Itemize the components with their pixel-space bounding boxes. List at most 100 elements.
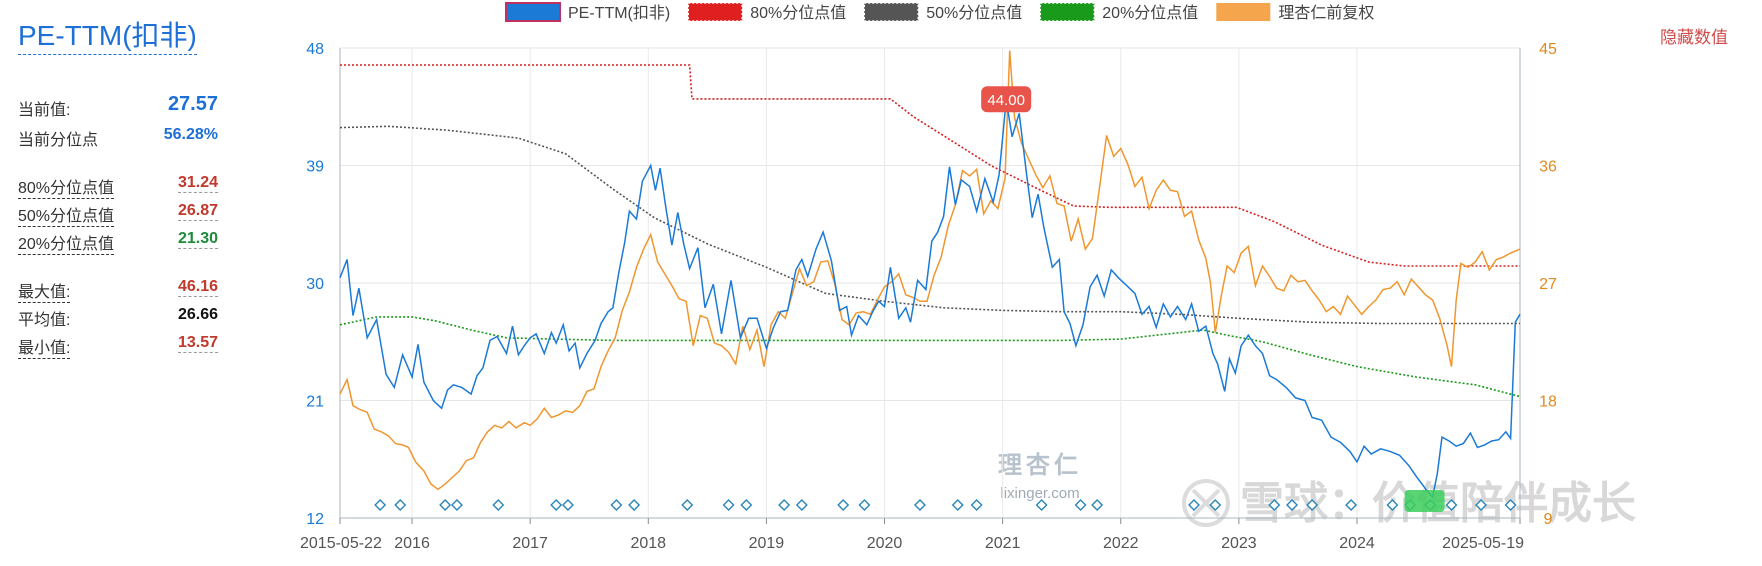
p50-line: [339, 125, 1520, 325]
legend-item[interactable]: 50%分位点值: [863, 2, 1022, 22]
x-tick-label: 2017: [512, 535, 548, 552]
axis-layer: 12 9 21 18 30 27 39 36 48 45 2015-05-22 2016 2017 201…: [300, 41, 1557, 552]
stat-value: 26.87: [177, 202, 218, 221]
stat-row: 80%分位点值 31.24: [18, 174, 218, 199]
stat-label: 平均值:: [18, 312, 71, 329]
event-marker: [1035, 499, 1048, 511]
event-marker: [394, 499, 407, 511]
legend-item[interactable]: PE-TTM(扣非): [505, 2, 670, 22]
x-tick-label: 2016: [394, 535, 430, 552]
y-left-tick-label: 21: [306, 394, 324, 411]
legend-swatch: [505, 2, 561, 22]
event-marker: [1306, 499, 1319, 511]
legend-swatch: [1216, 3, 1271, 21]
hide-values-button[interactable]: 隐藏数值: [1660, 28, 1728, 47]
stat-label[interactable]: 50%分位点值: [18, 202, 115, 227]
stat-value: 46.16: [177, 278, 218, 297]
legend-swatch: [1040, 3, 1095, 21]
stat-value: 31.24: [177, 174, 218, 193]
stat-value: 21.30: [177, 230, 218, 249]
p20-line: [339, 316, 1521, 398]
y-right-tick-label: 45: [1539, 41, 1557, 58]
max-label-badge: [981, 86, 1032, 113]
x-tick-label: 2023: [1221, 535, 1257, 552]
y-right-tick-label: 9: [1544, 511, 1553, 528]
stat-row: 平均值: 26.66: [18, 306, 218, 330]
x-tick-label: 2025-05-19: [1442, 535, 1524, 552]
event-marker: [1475, 499, 1488, 511]
stat-label[interactable]: 20%分位点值: [18, 230, 115, 255]
max-label-text: 44.00: [987, 92, 1025, 109]
legend-swatch: [688, 3, 743, 21]
event-marker: [913, 499, 926, 511]
stat-row: 50%分位点值 26.87: [18, 202, 218, 227]
legend-label: 50%分位点值: [926, 4, 1022, 22]
watermark-layer: 理杏仁 lixinger.com 雪球：价值陪伴成长: [998, 452, 1636, 528]
min-label-badge: [1404, 490, 1445, 512]
price-line: [339, 50, 1521, 491]
legend-item[interactable]: 理杏仁前复权: [1216, 3, 1374, 22]
event-marker: [1504, 499, 1517, 511]
watermark-logo-url: lixinger.com: [1000, 485, 1079, 502]
pe-ttm-line: [339, 100, 1521, 499]
event-marker: [561, 499, 574, 511]
y-left-tick-label: 12: [306, 511, 324, 528]
legend-label: 20%分位点值: [1102, 4, 1198, 22]
event-marker: [970, 499, 983, 511]
event-marker: [1268, 499, 1281, 511]
legend-label: PE-TTM(扣非): [568, 4, 670, 22]
event-marker: [439, 499, 452, 511]
event-marker: [1445, 499, 1458, 511]
legend-item[interactable]: 80%分位点值: [687, 2, 846, 22]
event-marker: [374, 499, 387, 511]
x-tick-label: 2022: [1103, 535, 1139, 552]
annotations: 44.00: [981, 86, 1445, 512]
legend-label: 理杏仁前复权: [1278, 4, 1374, 22]
grid-layer: [339, 47, 1521, 519]
x-tick-label: 2015-05-22: [300, 535, 382, 552]
stats-panel: PE-TTM(扣非) 当前值: 27.57 当前分位点 56.28% 80%分位点值 31…: [18, 18, 218, 359]
stat-row: 最大值: 46.16: [18, 278, 218, 303]
event-marker: [1345, 499, 1358, 511]
stat-row: 20%分位点值 21.30: [18, 230, 218, 255]
legend-item[interactable]: 20%分位点值: [1039, 2, 1198, 22]
event-marker: [450, 499, 463, 511]
event-marker: [550, 499, 563, 511]
y-right-tick-label: 27: [1539, 276, 1557, 293]
stat-row: 当前分位点 56.28%: [18, 126, 218, 150]
stat-value: 27.57: [167, 93, 218, 115]
series-layer: [339, 50, 1521, 499]
event-marker: [1091, 499, 1104, 511]
y-left-tick-label: 30: [306, 276, 324, 293]
stat-label: 当前分位点: [18, 132, 99, 149]
x-tick-label: 2019: [749, 535, 785, 552]
event-marker: [1286, 499, 1299, 511]
event-marker: [1386, 499, 1399, 511]
event-marker: [858, 499, 871, 511]
y-left-tick-label: 48: [306, 41, 324, 58]
stat-value: 13.57: [177, 334, 218, 353]
event-marker: [722, 499, 735, 511]
stat-label[interactable]: 最大值:: [18, 278, 71, 303]
stat-label[interactable]: 80%分位点值: [18, 174, 115, 199]
y-left-tick-label: 39: [306, 159, 324, 176]
stat-label[interactable]: 最小值:: [18, 334, 71, 359]
x-tick-label: 2024: [1339, 535, 1375, 552]
x-tick-label: 2018: [630, 535, 666, 552]
event-marker: [837, 499, 850, 511]
event-marker: [1188, 499, 1200, 511]
legend-label: 80%分位点值: [750, 4, 846, 22]
event-marker: [795, 499, 808, 511]
event-marker: [1209, 499, 1222, 511]
event-marker: [1074, 499, 1087, 511]
legend: PE-TTM(扣非) 80%分位点值 50%分位点值 20%分位点值 理杏仁前复权: [505, 2, 1374, 22]
event-marker: [740, 499, 753, 511]
metric-title[interactable]: PE-TTM(扣非): [18, 18, 197, 55]
event-marker: [492, 499, 505, 511]
legend-swatch: [864, 3, 919, 21]
stat-value: 56.28%: [163, 126, 218, 143]
x-tick-label: 2021: [985, 535, 1021, 552]
watermark-logo-text: 理杏仁: [998, 452, 1082, 479]
